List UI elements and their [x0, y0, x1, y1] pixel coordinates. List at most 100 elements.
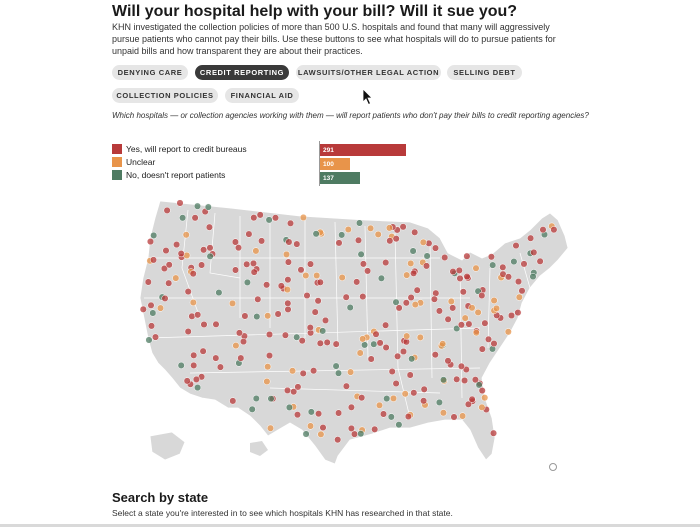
hospital-dot[interactable] — [395, 421, 403, 429]
hospital-dot[interactable] — [184, 327, 192, 336]
hospital-dot[interactable] — [334, 436, 342, 444]
hospital-dot[interactable] — [302, 271, 310, 280]
hospital-dot[interactable] — [394, 352, 402, 360]
hospital-dot[interactable] — [489, 261, 497, 269]
us-hospital-map[interactable] — [110, 198, 580, 473]
hospital-dot[interactable] — [459, 288, 467, 296]
hospital-dot[interactable] — [265, 330, 274, 339]
filter-selling-debt-button[interactable]: SELLING DEBT — [447, 65, 522, 80]
hospital-dot[interactable] — [145, 336, 153, 344]
hospital-dot[interactable] — [536, 257, 544, 265]
hospital-dot[interactable] — [512, 242, 520, 250]
hospital-dot[interactable] — [263, 281, 271, 289]
hospital-dot[interactable] — [406, 371, 414, 379]
hospital-dot[interactable] — [431, 244, 440, 252]
hospital-dot[interactable] — [481, 319, 489, 327]
hospital-dot[interactable] — [274, 310, 282, 318]
hospital-dot[interactable] — [194, 384, 202, 392]
hospital-dot[interactable] — [190, 351, 198, 359]
hospital-dot[interactable] — [193, 202, 202, 210]
hospital-dot[interactable] — [518, 287, 526, 295]
hospital-dot[interactable] — [435, 398, 443, 406]
hospital-dot[interactable] — [146, 238, 155, 246]
hospital-dot[interactable] — [385, 224, 393, 232]
hospital-dot[interactable] — [420, 397, 428, 405]
hospital-dot[interactable] — [311, 308, 319, 316]
hospital-dot[interactable] — [332, 340, 340, 348]
hospital-dot[interactable] — [430, 295, 438, 303]
hospital-dot[interactable] — [321, 316, 330, 324]
hospital-dot[interactable] — [355, 219, 364, 227]
hospital-dot[interactable] — [338, 273, 346, 282]
hospital-dot[interactable] — [383, 395, 391, 403]
hospital-dot[interactable] — [285, 238, 293, 246]
hospital-dot[interactable] — [160, 264, 168, 273]
hospital-dot[interactable] — [315, 410, 323, 418]
hospital-dot[interactable] — [499, 263, 507, 271]
hospital-dot[interactable] — [344, 225, 352, 234]
hospital-dot[interactable] — [439, 409, 447, 417]
hospital-dot[interactable] — [294, 383, 302, 391]
hospital-dot[interactable] — [282, 250, 291, 258]
hospital-dot[interactable] — [313, 271, 321, 280]
hospital-dot[interactable] — [162, 247, 170, 255]
hospital-dot[interactable] — [216, 363, 224, 371]
hospital-dot[interactable] — [161, 294, 169, 302]
hospital-dot[interactable] — [410, 269, 418, 277]
hospital-dot[interactable] — [453, 324, 461, 333]
filter-collection-policies-button[interactable]: COLLECTION POLICIES — [112, 88, 218, 103]
hospital-dot[interactable] — [457, 362, 465, 370]
hospital-dot[interactable] — [419, 238, 427, 246]
hospital-dot[interactable] — [382, 259, 390, 267]
hospital-dot[interactable] — [204, 203, 212, 211]
hospital-dot[interactable] — [342, 382, 350, 390]
hospital-dot[interactable] — [478, 291, 486, 300]
hospital-dot[interactable] — [284, 299, 292, 307]
hospital-dot[interactable] — [489, 429, 498, 437]
hospital-dot[interactable] — [335, 409, 343, 417]
hospital-dot[interactable] — [392, 235, 400, 243]
hospital-dot[interactable] — [200, 246, 208, 254]
hospital-dot[interactable] — [422, 262, 431, 270]
hospital-dot[interactable] — [504, 328, 512, 336]
hospital-dot[interactable] — [190, 361, 198, 369]
hospital-dot[interactable] — [411, 301, 419, 309]
hospital-dot[interactable] — [144, 278, 152, 286]
hospital-dot[interactable] — [252, 394, 260, 403]
filter-lawsuits-button[interactable]: LAWSUITS/OTHER LEGAL ACTION — [296, 65, 441, 80]
hospital-dot[interactable] — [293, 333, 301, 341]
hospital-dot[interactable] — [371, 425, 379, 433]
hospital-dot[interactable] — [530, 248, 538, 256]
hospital-dot[interactable] — [416, 333, 424, 341]
hospital-dot[interactable] — [229, 397, 237, 405]
hospital-dot[interactable] — [388, 367, 396, 376]
hospital-dot[interactable] — [515, 293, 523, 301]
hospital-dot[interactable] — [231, 266, 240, 274]
hospital-dot[interactable] — [310, 367, 318, 375]
hospital-dot[interactable] — [299, 213, 307, 222]
hospital-dot[interactable] — [377, 274, 385, 282]
hospital-dot[interactable] — [386, 237, 394, 245]
hospital-dot[interactable] — [472, 329, 480, 337]
hospital-dot[interactable] — [243, 260, 251, 268]
hospital-dot[interactable] — [408, 355, 416, 363]
hospital-dot[interactable] — [461, 314, 469, 322]
hospital-dot[interactable] — [357, 430, 365, 438]
hospital-dot[interactable] — [510, 258, 518, 266]
hospital-dot[interactable] — [285, 403, 293, 411]
hospital-dot[interactable] — [395, 304, 403, 312]
hospital-dot[interactable] — [150, 231, 158, 239]
hospital-dot[interactable] — [314, 297, 322, 305]
hospital-dot[interactable] — [338, 231, 346, 239]
hospital-dot[interactable] — [411, 228, 419, 236]
hospital-dot[interactable] — [234, 244, 243, 252]
hospital-dot[interactable] — [297, 266, 305, 274]
hospital-dot[interactable] — [468, 395, 476, 403]
hospital-dot[interactable] — [462, 365, 470, 374]
hospital-dot[interactable] — [387, 413, 395, 421]
hospital-dot[interactable] — [409, 247, 417, 255]
hospital-dot[interactable] — [474, 308, 482, 316]
hospital-dot[interactable] — [487, 253, 495, 261]
hospital-dot[interactable] — [316, 339, 324, 347]
hospital-dot[interactable] — [265, 352, 274, 360]
